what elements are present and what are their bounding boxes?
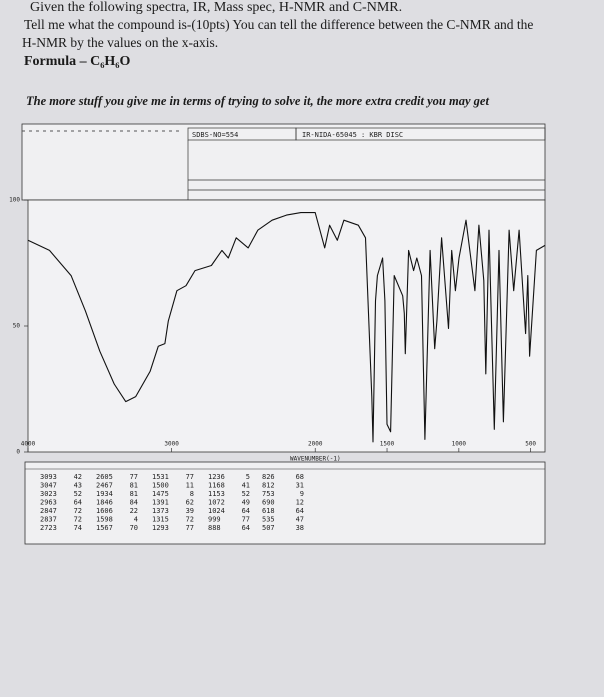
peak-transmittance: 64 xyxy=(74,499,82,507)
peak-transmittance: 12 xyxy=(296,499,304,507)
peak-wavenumber: 999 xyxy=(208,516,221,524)
peak-transmittance: 52 xyxy=(242,490,250,498)
peak-wavenumber: 535 xyxy=(262,516,275,524)
peak-transmittance: 72 xyxy=(74,507,82,515)
x-tick-label: 1000 xyxy=(452,441,467,448)
peak-transmittance: 22 xyxy=(130,507,138,515)
instruction-line: Given the following spectra, IR, Mass sp… xyxy=(30,0,402,15)
peak-wavenumber: 812 xyxy=(262,482,275,490)
peak-transmittance: 64 xyxy=(242,507,250,515)
peak-wavenumber: 753 xyxy=(262,490,275,498)
peak-transmittance: 11 xyxy=(186,482,194,490)
peak-transmittance: 77 xyxy=(186,473,194,481)
peak-transmittance: 9 xyxy=(300,490,304,498)
x-tick-label: 4000 xyxy=(21,441,36,448)
peak-wavenumber: 826 xyxy=(262,473,275,481)
peak-transmittance: 49 xyxy=(242,499,250,507)
x-tick-label: 500 xyxy=(525,441,536,448)
x-tick-label: 1500 xyxy=(380,441,395,448)
peak-wavenumber: 2837 xyxy=(40,516,57,524)
peak-wavenumber: 1934 xyxy=(96,490,113,498)
peak-transmittance: 64 xyxy=(242,524,250,532)
peak-transmittance: 70 xyxy=(130,524,138,532)
peak-wavenumber: 2723 xyxy=(40,524,57,532)
peak-wavenumber: 1475 xyxy=(152,490,169,498)
peak-transmittance: 52 xyxy=(74,490,82,498)
peak-transmittance: 4 xyxy=(134,516,138,524)
peak-transmittance: 62 xyxy=(186,499,194,507)
peak-wavenumber: 3047 xyxy=(40,482,57,490)
peak-wavenumber: 1168 xyxy=(208,482,225,490)
peak-wavenumber: 3023 xyxy=(40,490,57,498)
peak-wavenumber: 1531 xyxy=(152,473,169,481)
x-tick-label: 3000 xyxy=(164,441,179,448)
peak-transmittance: 64 xyxy=(296,507,304,515)
instruction-line: H-NMR by the values on the x-axis. xyxy=(22,35,218,50)
peak-transmittance: 81 xyxy=(130,482,138,490)
peak-wavenumber: 1315 xyxy=(152,516,169,524)
sample-code: IR-NIDA-65045 : KBR DISC xyxy=(302,131,403,139)
peak-transmittance: 5 xyxy=(246,473,250,481)
peak-transmittance: 43 xyxy=(74,482,82,490)
peak-transmittance: 38 xyxy=(296,524,304,532)
peak-wavenumber: 1598 xyxy=(96,516,113,524)
peak-wavenumber: 1153 xyxy=(208,490,225,498)
peak-wavenumber: 1391 xyxy=(152,499,169,507)
peak-wavenumber: 3093 xyxy=(40,473,57,481)
peak-wavenumber: 2467 xyxy=(96,482,113,490)
formula: Formula – C₆H₆O xyxy=(24,54,130,69)
peak-wavenumber: 507 xyxy=(262,524,275,532)
peak-wavenumber: 1606 xyxy=(96,507,113,515)
peak-wavenumber: 690 xyxy=(262,499,275,507)
peak-transmittance: 68 xyxy=(296,473,304,481)
peak-transmittance: 77 xyxy=(130,473,138,481)
peak-transmittance: 31 xyxy=(296,482,304,490)
peak-transmittance: 84 xyxy=(130,499,138,507)
x-axis-label: WAVENUMBER(-1) xyxy=(290,456,341,463)
y-tick-label: 50 xyxy=(13,323,21,330)
form-box xyxy=(21,123,546,201)
peak-wavenumber: 1500 xyxy=(152,482,169,490)
peak-transmittance: 81 xyxy=(130,490,138,498)
peak-transmittance: 77 xyxy=(186,524,194,532)
x-tick-label: 2000 xyxy=(308,441,323,448)
peak-wavenumber: 618 xyxy=(262,507,275,515)
peak-wavenumber: 888 xyxy=(208,524,221,532)
peak-wavenumber: 1072 xyxy=(208,499,225,507)
peak-wavenumber: 1567 xyxy=(96,524,113,532)
peak-table-box xyxy=(24,461,546,545)
instruction-line: Tell me what the compound is-(10pts) You… xyxy=(24,17,533,32)
peak-wavenumber: 2963 xyxy=(40,499,57,507)
peak-transmittance: 41 xyxy=(242,482,250,490)
peak-transmittance: 74 xyxy=(74,524,82,532)
note: The more stuff you give me in terms of t… xyxy=(26,94,489,108)
peak-wavenumber: 1846 xyxy=(96,499,113,507)
peak-wavenumber: 1024 xyxy=(208,507,225,515)
plot-frame xyxy=(27,199,546,453)
peak-wavenumber: 1293 xyxy=(152,524,169,532)
peak-transmittance: 39 xyxy=(186,507,194,515)
spectrum-line xyxy=(27,212,546,443)
peak-transmittance: 72 xyxy=(186,516,194,524)
peak-transmittance: 72 xyxy=(74,516,82,524)
peak-wavenumber: 1373 xyxy=(152,507,169,515)
y-tick-label: 100 xyxy=(9,197,20,204)
peak-wavenumber: 2847 xyxy=(40,507,57,515)
peak-transmittance: 8 xyxy=(190,490,194,498)
peak-transmittance: 77 xyxy=(242,516,250,524)
peak-wavenumber: 1236 xyxy=(208,473,225,481)
peak-transmittance: 42 xyxy=(74,473,82,481)
peak-wavenumber: 2605 xyxy=(96,473,113,481)
form-field xyxy=(295,127,546,141)
peak-transmittance: 47 xyxy=(296,516,304,524)
sdbs-number: SDBS-NO=554 xyxy=(192,131,238,139)
y-tick-label: 0 xyxy=(16,449,20,456)
